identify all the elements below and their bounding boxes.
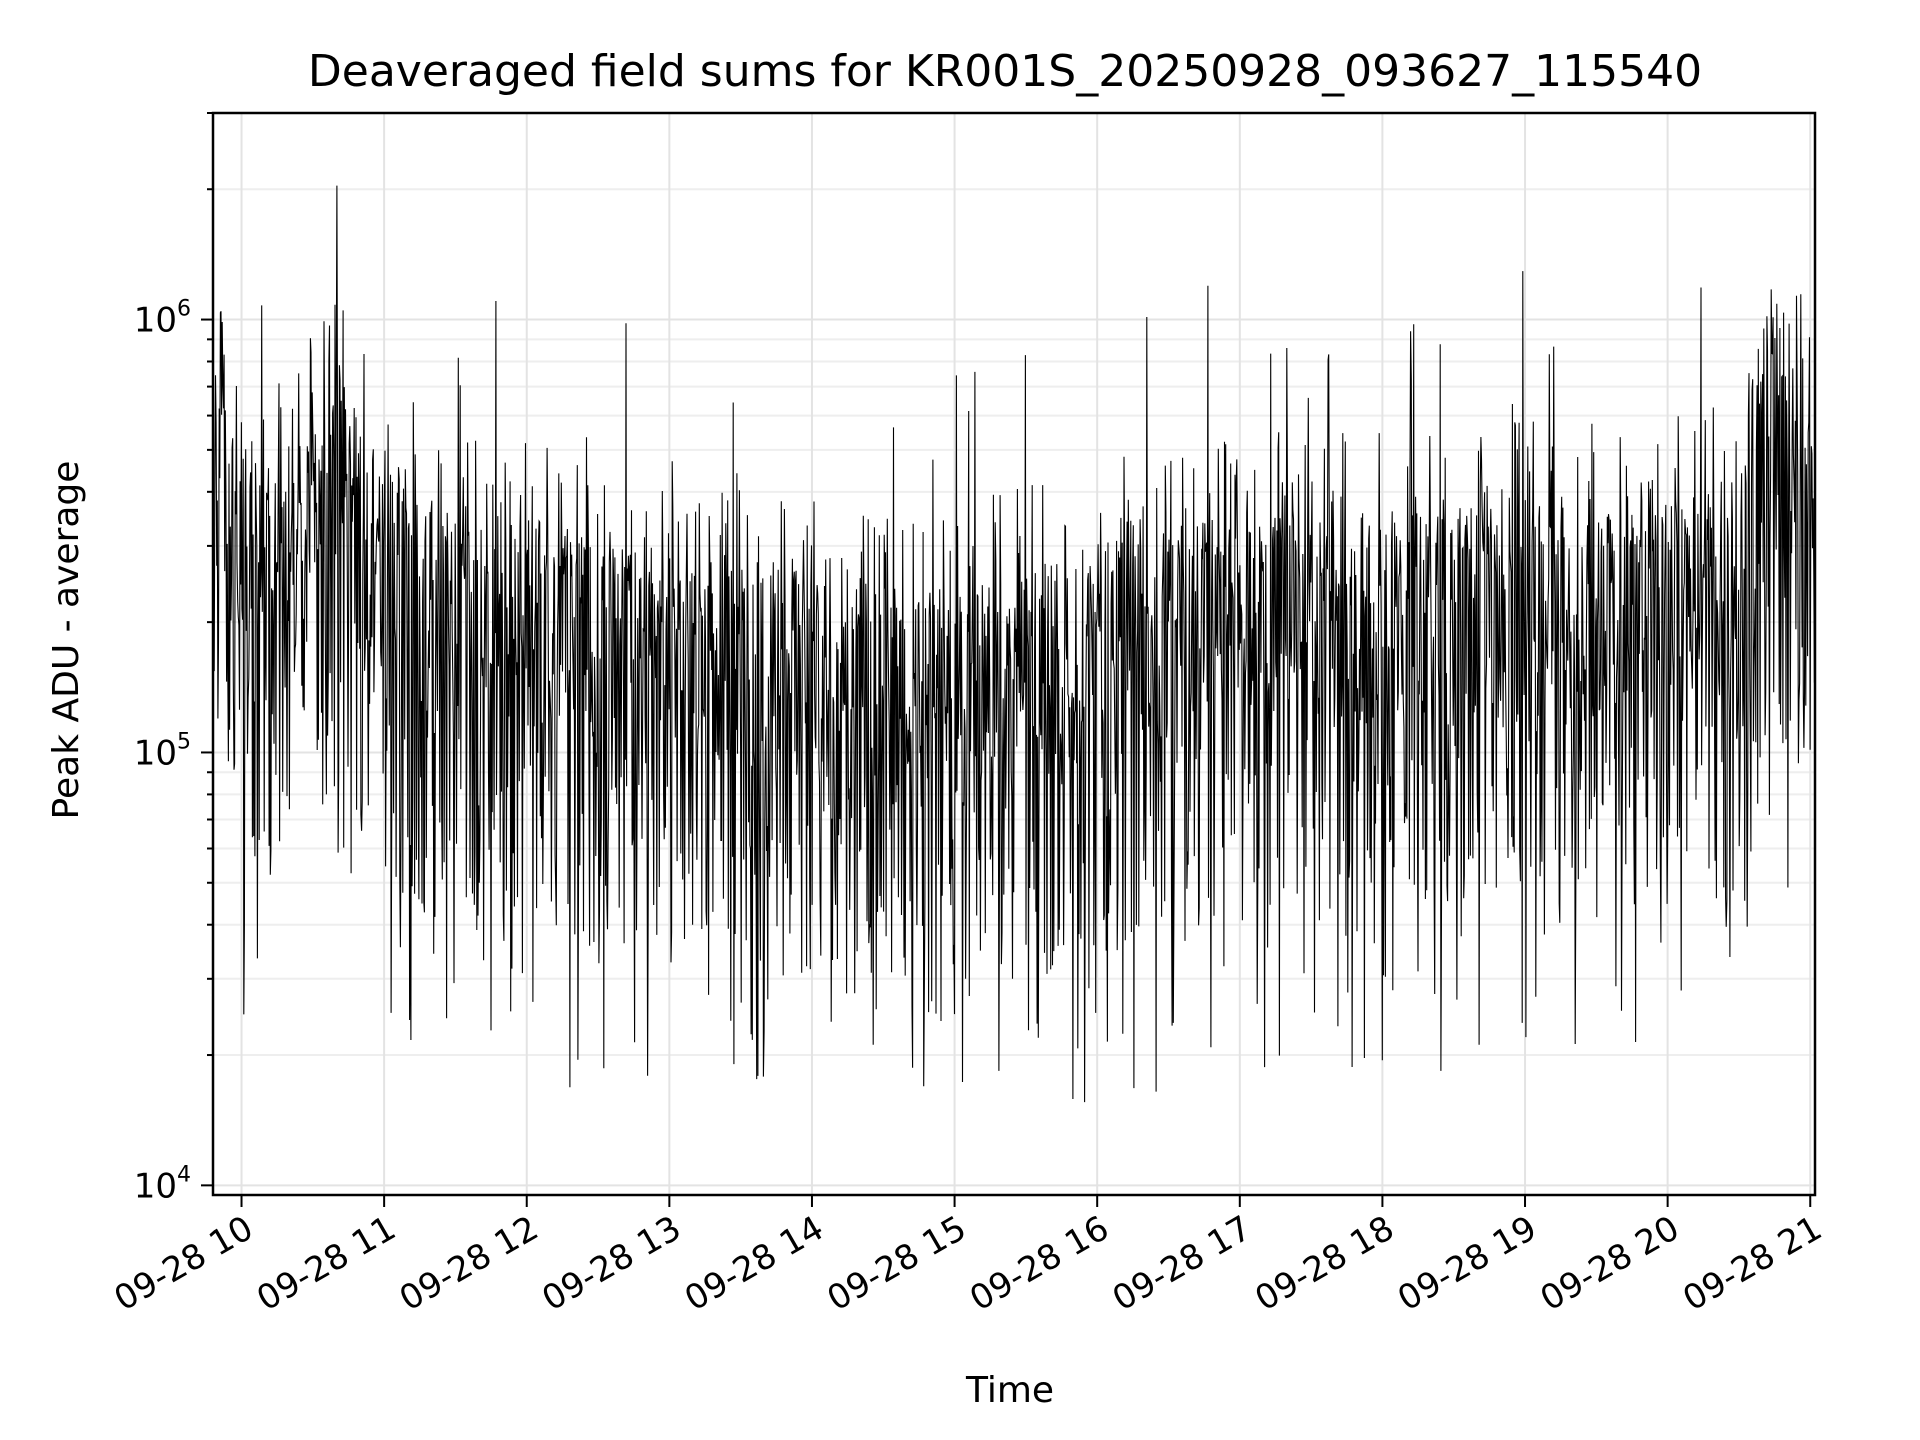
chart-title: Deaveraged field sums for KR001S_2025092… xyxy=(308,46,1702,97)
y-tick-exponent: 5 xyxy=(177,729,191,754)
y-tick-base: 10 xyxy=(134,1166,177,1206)
y-axis-label: Peak ADU - average xyxy=(46,461,87,820)
y-tick-label: 105 xyxy=(134,729,191,773)
x-tick-label: 09-28 10 xyxy=(108,1208,260,1319)
x-tick-label: 09-28 11 xyxy=(250,1208,402,1319)
y-tick-exponent: 4 xyxy=(177,1162,191,1187)
x-tick-label: 09-28 19 xyxy=(1391,1208,1543,1319)
series-line xyxy=(212,185,1816,1103)
x-tick-label: 09-28 18 xyxy=(1249,1208,1401,1319)
plot-frame xyxy=(211,111,1817,1197)
y-tick-exponent: 6 xyxy=(177,297,191,322)
x-tick-label: 09-28 21 xyxy=(1676,1208,1828,1319)
x-tick-label: 09-28 13 xyxy=(535,1208,687,1319)
y-tick-label: 104 xyxy=(134,1162,191,1206)
x-tick-label: 09-28 17 xyxy=(1106,1208,1258,1319)
y-tick-label: 106 xyxy=(134,297,191,341)
x-tick-label: 09-28 20 xyxy=(1534,1208,1686,1319)
x-tick-label: 09-28 16 xyxy=(963,1208,1115,1319)
y-tick-base: 10 xyxy=(134,733,177,773)
x-tick-label: 09-28 15 xyxy=(821,1208,973,1319)
series-layer xyxy=(212,185,1816,1103)
x-tick-label: 09-28 14 xyxy=(678,1208,830,1319)
y-tick-base: 10 xyxy=(134,301,177,341)
x-axis-label: Time xyxy=(965,1370,1054,1411)
x-tick-label: 09-28 12 xyxy=(393,1208,545,1319)
